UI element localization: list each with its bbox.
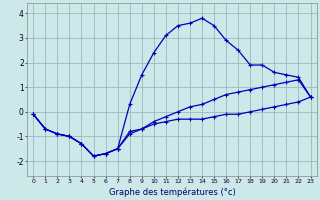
X-axis label: Graphe des températures (°c): Graphe des températures (°c) (108, 187, 235, 197)
